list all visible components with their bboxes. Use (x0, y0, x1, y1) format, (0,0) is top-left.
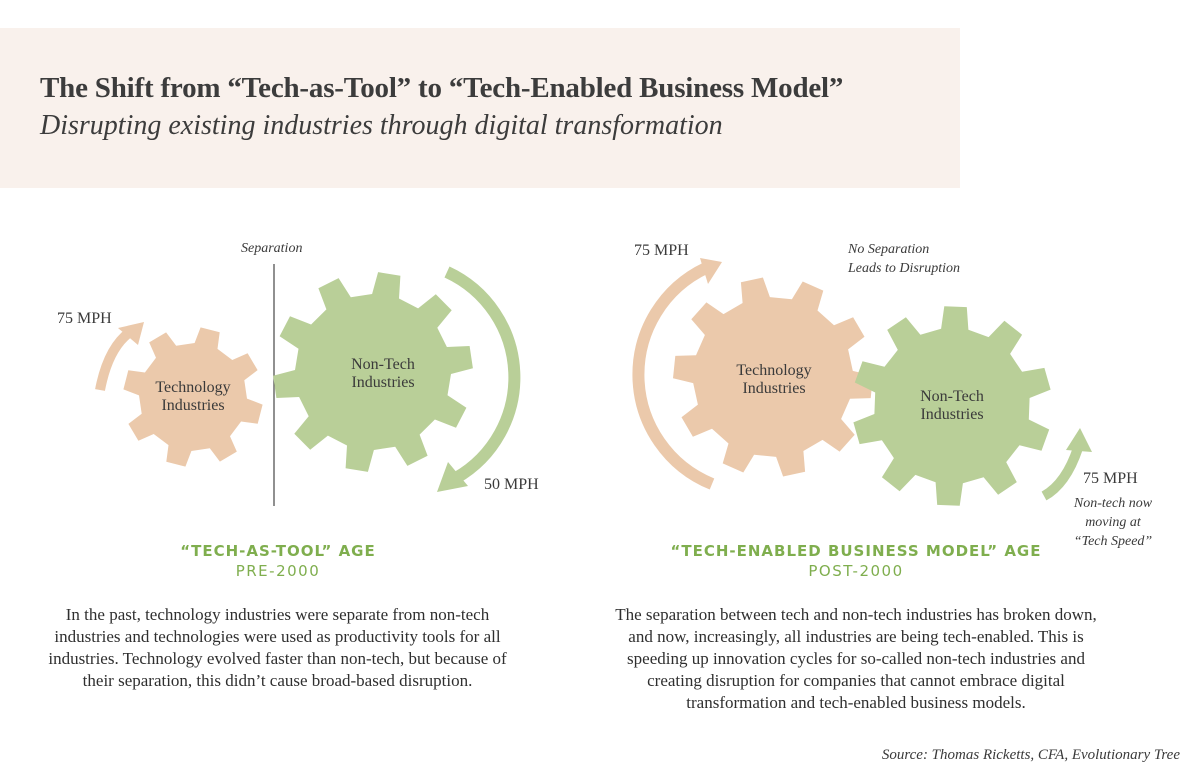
left-description: In the past, technology industries were … (48, 605, 507, 690)
page-title: The Shift from “Tech-as-Tool” to “Tech-E… (40, 72, 844, 104)
right-nontech-speed: 75 MPH (1083, 470, 1138, 487)
right-nontech-gear-label: Non-Tech Industries (920, 388, 984, 423)
left-tech-gear (123, 327, 263, 467)
right-description: The separation between tech and non-tech… (615, 605, 1097, 712)
no-separation-note: No Separation Leads to Disruption (848, 242, 961, 276)
source-note: Source: Thomas Ricketts, CFA, Evolutiona… (881, 747, 1180, 763)
right-nontech-note: Non-tech now moving at “Tech Speed” (1073, 496, 1153, 549)
left-nontech-arrow-arc (444, 266, 521, 484)
left-nontech-gear-label: Non-Tech Industries (351, 356, 415, 391)
right-nontech-arrow-head (1066, 428, 1092, 452)
left-nontech-speed: 50 MPH (484, 476, 539, 493)
right-tech-gear (673, 277, 873, 477)
right-age-heading: “TECH-ENABLED BUSINESS MODEL” AGE POST-2… (670, 542, 1042, 580)
left-age-heading: “TECH-AS-TOOL” AGE PRE-2000 (180, 542, 376, 580)
left-nontech-arrow-head (437, 462, 468, 492)
left-tech-gear-label: Technology Industries (155, 379, 231, 414)
title-banner (0, 28, 960, 188)
left-tech-arrow-arc (95, 327, 134, 391)
right-nontech-arrow-arc (1041, 446, 1083, 501)
page-subtitle: Disrupting existing industries through d… (40, 110, 723, 141)
left-tech-speed: 75 MPH (57, 310, 112, 327)
right-tech-speed: 75 MPH (634, 242, 689, 259)
right-tech-arrow-head (700, 258, 722, 284)
right-nontech-gear (853, 306, 1051, 506)
right-tech-gear-label: Technology Industries (736, 362, 812, 397)
left-tech-arrow-head (118, 322, 144, 345)
separation-label: Separation (241, 241, 303, 256)
left-nontech-gear (273, 272, 473, 472)
right-tech-arrow-arc (632, 262, 715, 490)
